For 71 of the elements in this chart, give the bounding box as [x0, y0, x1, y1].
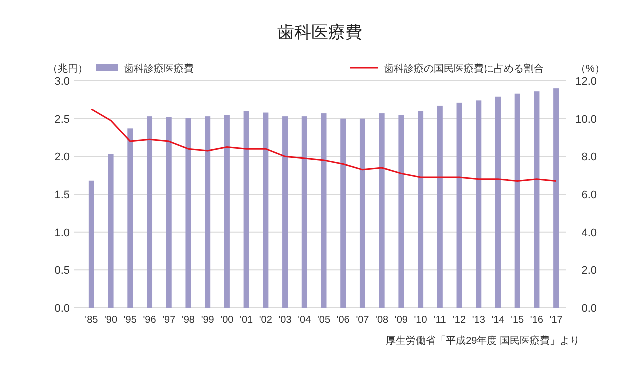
- x-tick-label: '09: [394, 315, 408, 326]
- bar: [186, 118, 192, 308]
- x-tick-label: '00: [220, 315, 234, 326]
- legend-label: 歯科診療の国民医療費に占める割合: [384, 63, 544, 75]
- x-tick-label: '13: [472, 315, 486, 326]
- bar: [205, 116, 211, 308]
- bar: [302, 116, 308, 308]
- bar: [398, 115, 404, 308]
- y-tick-label: 1.0: [54, 227, 70, 240]
- x-tick-label: '12: [452, 315, 466, 326]
- x-tick-label: '98: [182, 315, 196, 326]
- y2-tick-label: 8.0: [582, 152, 597, 164]
- x-tick-label: '08: [376, 315, 390, 326]
- x-tick-label: '14: [492, 315, 506, 326]
- y-tick-label: 2.5: [54, 114, 70, 126]
- bar: [128, 128, 134, 308]
- y-tick-label: 0.5: [54, 265, 70, 278]
- legend-label: 歯科診療医療費: [124, 63, 194, 75]
- y-tick-label: 2.0: [54, 152, 70, 164]
- x-tick-label: '10: [414, 315, 428, 326]
- x-tick-label: '15: [511, 315, 525, 326]
- bar: [147, 116, 153, 308]
- bar: [360, 118, 366, 308]
- x-tick-label: '90: [104, 315, 118, 326]
- x-tick-label: '03: [278, 315, 292, 326]
- y2-tick-label: 4.0: [582, 227, 597, 240]
- x-tick-label: '11: [434, 315, 447, 326]
- bar: [224, 115, 230, 308]
- x-tick-label: '02: [259, 315, 273, 326]
- x-tick-label: '95: [124, 315, 138, 326]
- x-tick-label: '16: [530, 315, 544, 326]
- y-axis-title: （兆円）: [48, 63, 88, 75]
- bar: [534, 92, 540, 308]
- x-tick-label: '99: [201, 315, 215, 326]
- x-tick-label: '01: [240, 315, 254, 326]
- text: 厚生労働省「平成29年度 国民医療費」より: [386, 335, 580, 347]
- bar: [456, 102, 462, 308]
- bar: [379, 114, 385, 308]
- bar: [282, 116, 288, 308]
- bar: [166, 117, 172, 308]
- x-tick-label: '04: [298, 315, 312, 326]
- x-tick-label: '05: [317, 315, 331, 326]
- x-tick-label: '17: [550, 315, 564, 326]
- y2-tick-label: 10.0: [576, 114, 597, 126]
- line-series: [90, 108, 558, 182]
- bar: [418, 111, 424, 308]
- bar: [514, 94, 520, 308]
- x-tick-label: '06: [336, 315, 350, 326]
- bar: [108, 154, 114, 308]
- bar: [244, 111, 250, 308]
- y2-tick-label: 12.0: [576, 76, 597, 88]
- x-tick-label: '07: [356, 315, 370, 326]
- bar: [495, 96, 501, 308]
- y-tick-label: 1.5: [54, 190, 70, 202]
- bar: [554, 88, 560, 308]
- bar: [321, 114, 327, 308]
- bar: [340, 118, 346, 308]
- bar: [437, 106, 443, 308]
- y-tick-label: 3.0: [54, 76, 70, 88]
- y2-axis-title: （%）: [576, 64, 605, 75]
- bar: [263, 112, 269, 308]
- y2-tick-label: 0.0: [582, 303, 597, 315]
- bar: [88, 180, 94, 308]
- chart-title: 歯科医療費: [278, 23, 362, 42]
- y2-tick-label: 2.0: [582, 265, 597, 278]
- x-tick-label: '85: [85, 315, 99, 326]
- y2-tick-label: 6.0: [582, 190, 597, 202]
- bar: [476, 100, 482, 308]
- x-tick-label: '97: [162, 315, 176, 326]
- y-tick-label: 0.0: [54, 303, 70, 315]
- x-tick-label: '96: [143, 315, 157, 326]
